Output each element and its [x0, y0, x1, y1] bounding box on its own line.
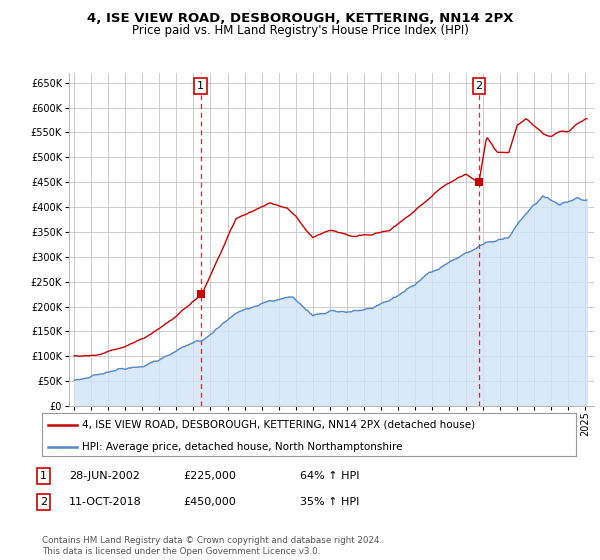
Text: 1: 1 [197, 81, 204, 91]
Text: Contains HM Land Registry data © Crown copyright and database right 2024.
This d: Contains HM Land Registry data © Crown c… [42, 536, 382, 556]
Text: 2: 2 [40, 497, 47, 507]
Text: 1: 1 [40, 471, 47, 481]
Text: 11-OCT-2018: 11-OCT-2018 [69, 497, 142, 507]
Text: Price paid vs. HM Land Registry's House Price Index (HPI): Price paid vs. HM Land Registry's House … [131, 24, 469, 37]
Text: 28-JUN-2002: 28-JUN-2002 [69, 471, 140, 481]
Text: 4, ISE VIEW ROAD, DESBOROUGH, KETTERING, NN14 2PX (detached house): 4, ISE VIEW ROAD, DESBOROUGH, KETTERING,… [82, 419, 475, 430]
Text: 4, ISE VIEW ROAD, DESBOROUGH, KETTERING, NN14 2PX: 4, ISE VIEW ROAD, DESBOROUGH, KETTERING,… [87, 12, 513, 25]
Text: £450,000: £450,000 [183, 497, 236, 507]
Text: HPI: Average price, detached house, North Northamptonshire: HPI: Average price, detached house, Nort… [82, 442, 403, 452]
Text: £225,000: £225,000 [183, 471, 236, 481]
Text: 35% ↑ HPI: 35% ↑ HPI [300, 497, 359, 507]
Text: 2: 2 [475, 81, 482, 91]
Text: 64% ↑ HPI: 64% ↑ HPI [300, 471, 359, 481]
